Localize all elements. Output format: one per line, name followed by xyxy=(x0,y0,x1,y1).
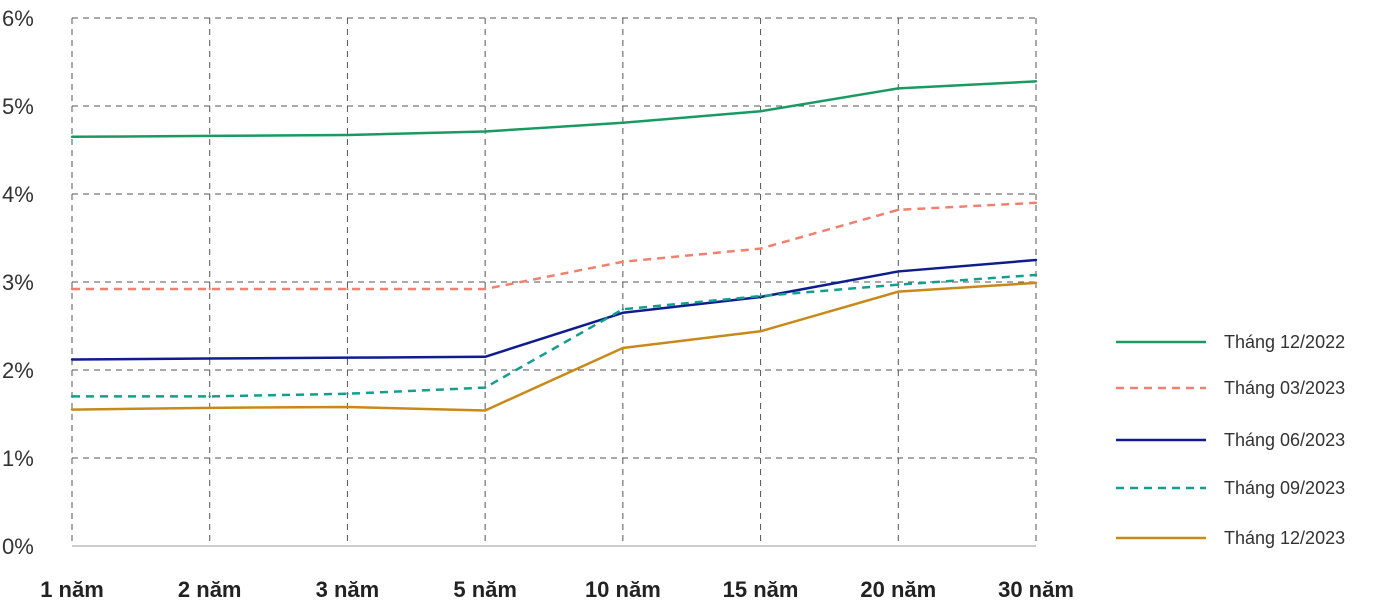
data-point xyxy=(759,330,762,333)
data-point xyxy=(897,270,900,273)
data-point xyxy=(483,386,487,389)
data-point xyxy=(897,290,900,293)
data-point xyxy=(759,110,762,113)
legend-label: Tháng 12/2023 xyxy=(1224,528,1345,548)
data-point xyxy=(70,287,74,291)
y-tick-label: 1% xyxy=(2,446,34,471)
data-point xyxy=(1034,201,1038,204)
series-lines xyxy=(70,80,1038,412)
legend: Tháng 12/2022 Tháng 03/2023 Tháng 06/2023 T… xyxy=(1116,332,1345,548)
data-point xyxy=(346,405,349,409)
y-tick-label: 2% xyxy=(2,358,34,383)
x-tick-label: 30 năm xyxy=(998,577,1074,600)
data-point xyxy=(483,355,487,358)
series-2 xyxy=(70,201,1038,291)
y-tick-label: 6% xyxy=(2,6,34,31)
x-tick-label: 3 năm xyxy=(316,577,380,600)
y-tick-label: 0% xyxy=(2,534,34,559)
data-point xyxy=(1034,281,1038,285)
x-tick-label: 20 năm xyxy=(860,577,936,600)
legend-item: Tháng 12/2022 xyxy=(1116,332,1345,352)
data-point xyxy=(897,208,900,212)
data-point xyxy=(483,409,487,412)
data-point xyxy=(346,287,349,291)
data-point xyxy=(621,121,625,124)
x-axis: 1 năm 2 năm 3 năm 5 năm 10 năm 15 năm 20 năm 30… xyxy=(40,545,1074,600)
x-tick-label: 10 năm xyxy=(585,577,661,600)
data-point xyxy=(346,392,349,395)
series-line xyxy=(72,273,1037,398)
legend-item: Tháng 09/2023 xyxy=(1116,478,1345,498)
data-point xyxy=(1034,273,1038,277)
data-point xyxy=(897,87,900,90)
data-point xyxy=(208,287,211,291)
series-line xyxy=(71,281,1037,412)
series-4 xyxy=(70,273,1038,398)
series-3 xyxy=(70,258,1038,361)
data-point xyxy=(483,287,487,291)
legend-item: Tháng 03/2023 xyxy=(1116,378,1345,398)
data-point xyxy=(208,406,211,410)
x-tick-label: 2 năm xyxy=(178,577,242,600)
series-line xyxy=(71,80,1037,139)
legend-label: Tháng 03/2023 xyxy=(1224,378,1345,398)
x-tick-label: 1 năm xyxy=(40,577,104,600)
y-tick-label: 4% xyxy=(2,182,34,207)
y-tick-label: 3% xyxy=(2,270,34,295)
series-5 xyxy=(70,281,1038,412)
data-point xyxy=(759,294,762,298)
data-point xyxy=(70,135,74,138)
data-point xyxy=(759,247,762,250)
x-tick-label: 15 năm xyxy=(723,577,799,600)
y-axis: 0% 1% 2% 3% 4% 5% 6% xyxy=(2,6,34,559)
data-point xyxy=(70,358,74,361)
legend-item: Tháng 06/2023 xyxy=(1116,430,1345,450)
data-point xyxy=(621,260,625,263)
legend-label: Tháng 12/2022 xyxy=(1224,332,1345,352)
data-point xyxy=(346,133,349,137)
data-point xyxy=(70,395,74,398)
data-point xyxy=(621,346,625,350)
x-tick-label: 5 năm xyxy=(453,577,517,600)
series-line xyxy=(72,201,1037,291)
data-point xyxy=(208,357,211,360)
data-point xyxy=(208,395,211,398)
series-line xyxy=(71,258,1037,361)
data-point xyxy=(1034,80,1038,83)
legend-label: Tháng 09/2023 xyxy=(1224,478,1345,498)
data-point xyxy=(70,408,74,411)
data-point xyxy=(621,308,625,311)
grid xyxy=(71,17,1037,546)
data-point xyxy=(1034,258,1038,262)
legend-item: Tháng 12/2023 xyxy=(1116,528,1345,548)
series-1 xyxy=(70,80,1038,139)
data-point xyxy=(208,134,211,138)
y-tick-label: 5% xyxy=(2,94,34,119)
data-point xyxy=(346,356,349,359)
legend-label: Tháng 06/2023 xyxy=(1224,430,1345,450)
data-point xyxy=(621,311,625,314)
data-point xyxy=(897,283,900,286)
data-point xyxy=(483,130,487,133)
